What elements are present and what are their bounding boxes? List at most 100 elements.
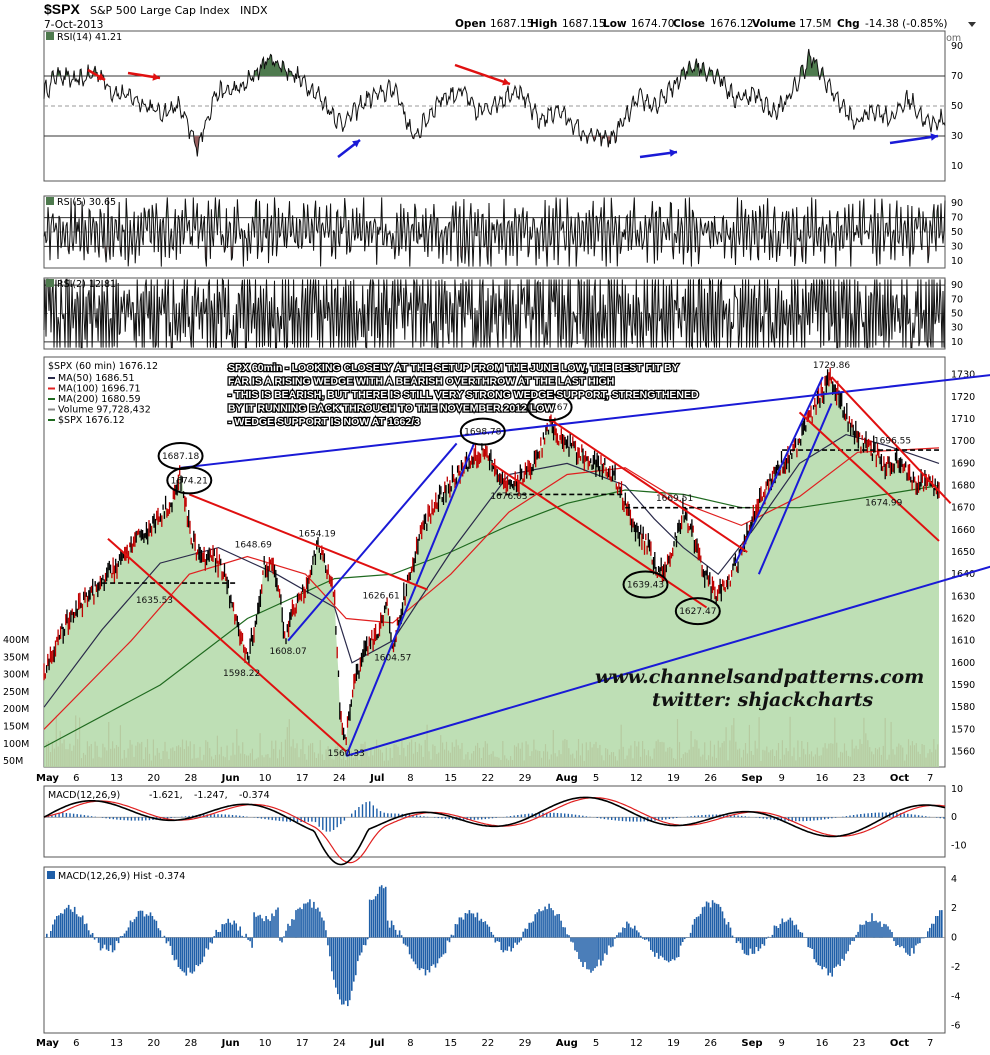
- hist-bar: [279, 938, 281, 941]
- hist-bar: [443, 938, 445, 955]
- macd-hist-bar-mini: [308, 817, 309, 822]
- price-xtick: 7: [927, 773, 933, 784]
- volume-tick: 400M: [3, 635, 29, 646]
- hist-bar: [925, 937, 927, 938]
- hist-bar: [935, 916, 937, 938]
- macd-hist-bar-mini: [669, 817, 670, 819]
- hist-bar: [231, 925, 233, 938]
- macd-hist-bar-mini: [597, 817, 598, 818]
- macd-hist-bar-mini: [560, 813, 561, 817]
- hist-bar: [379, 887, 381, 938]
- hist-bar: [648, 938, 650, 942]
- hist-bar: [58, 915, 60, 937]
- high-value: 1687.15: [562, 18, 605, 30]
- hist-bar: [46, 934, 48, 938]
- macd-hist-bar-mini: [524, 814, 525, 817]
- macd-hist-bar-mini: [416, 815, 417, 817]
- header-dropdown-icon[interactable]: [968, 22, 976, 27]
- hist-bar: [196, 938, 198, 966]
- macd-hist-bar-mini: [120, 817, 121, 820]
- hist-bar: [106, 938, 108, 950]
- macd-hist-bar-mini: [373, 805, 374, 817]
- price-xtick: 29: [519, 773, 532, 784]
- hist-bar: [174, 938, 176, 961]
- macd-hist-bar-mini: [181, 817, 182, 818]
- hist-bar: [606, 938, 608, 955]
- macd-hist-bar-mini: [445, 817, 446, 819]
- macd-hist-bar-mini: [806, 817, 807, 821]
- bottom-xtick: 10: [259, 1038, 272, 1049]
- hist-bar: [620, 933, 622, 938]
- macd-hist-bar-mini: [481, 817, 482, 819]
- macd-hist-bar-mini: [235, 815, 236, 817]
- price-xtick: 22: [482, 773, 495, 784]
- macd-hist-bar-mini: [138, 817, 139, 820]
- hist-bar: [807, 938, 809, 948]
- low-label: Low: [603, 18, 627, 30]
- hist-bar: [417, 938, 419, 969]
- bottom-xtick: 16: [816, 1038, 829, 1049]
- price-legend-item: Volume 97,728,432: [58, 405, 151, 416]
- macd-hist-bar-mini: [221, 814, 222, 817]
- bottom-xtick: 5: [593, 1038, 599, 1049]
- hist-bar: [530, 923, 532, 938]
- macd-hist-bar-mini: [904, 814, 905, 818]
- hist-bar: [501, 938, 503, 951]
- hist-bar: [528, 923, 530, 938]
- hist-bar: [682, 938, 684, 943]
- price-label: 1674.99: [865, 498, 902, 508]
- price-ytick: 1570: [951, 724, 975, 735]
- hist-bar: [937, 916, 939, 938]
- hist-bar: [813, 938, 815, 960]
- macd-hist-bar-mini: [58, 814, 59, 818]
- price-ytick: 1680: [951, 481, 975, 492]
- macd-hist-bar-mini: [438, 817, 439, 818]
- bottom-xtick: 28: [185, 1038, 198, 1049]
- hist-bar: [556, 914, 558, 937]
- hist-bar: [656, 938, 658, 953]
- hist-bar: [700, 914, 702, 938]
- hist-bar: [457, 924, 459, 937]
- hist-bar: [399, 930, 401, 937]
- header-name: S&P 500 Large Cap Index: [90, 4, 230, 17]
- hist-bar: [724, 918, 726, 937]
- watermark-line1: www.channelsandpatterns.com: [595, 666, 924, 688]
- price-ytick: 1710: [951, 414, 975, 425]
- macd-hist-bar-mini: [329, 817, 330, 831]
- macd-hist-bar-mini: [929, 817, 930, 818]
- hist-bar: [522, 932, 524, 938]
- hist-bar: [586, 938, 588, 970]
- hist-bar: [114, 938, 116, 951]
- hist-bar: [588, 938, 590, 970]
- hist-bar: [140, 911, 142, 938]
- macd-hist-bar-mini: [131, 817, 132, 820]
- hist-bar: [736, 938, 738, 944]
- hist-bar: [534, 914, 536, 937]
- bottom-xtick: 15: [444, 1038, 457, 1049]
- hist-bar: [94, 938, 96, 940]
- hist-bar: [477, 913, 479, 938]
- hist-bar: [347, 938, 349, 1007]
- rsi14-legend: RSI(14) 41.21: [57, 32, 122, 43]
- bottom-xtick: 20: [147, 1038, 160, 1049]
- macd-hist-bar-mini: [701, 815, 702, 817]
- macd-hist-bar-mini: [337, 817, 338, 827]
- hist-bar: [875, 921, 877, 938]
- hist-bar: [841, 938, 843, 959]
- hist-bar: [323, 921, 325, 938]
- macd-hist-bar-mini: [709, 815, 710, 818]
- hist-bar: [730, 928, 732, 938]
- hist-bar: [758, 938, 760, 952]
- price-ytick: 1670: [951, 503, 975, 514]
- macd-hist-bar-mini: [629, 817, 630, 821]
- hist-bar: [907, 938, 909, 955]
- hist-bar: [204, 938, 206, 957]
- hist-bar: [702, 907, 704, 937]
- hist-bar: [815, 938, 817, 963]
- hist-bar: [554, 916, 556, 938]
- hist-bar: [64, 909, 66, 937]
- bottom-xtick: 8: [407, 1038, 413, 1049]
- annotation-text: - WEDGE SUPPORT IS NOW AT 1662/3: [228, 416, 420, 428]
- hist-bar: [600, 938, 602, 966]
- hist-bar: [333, 938, 335, 980]
